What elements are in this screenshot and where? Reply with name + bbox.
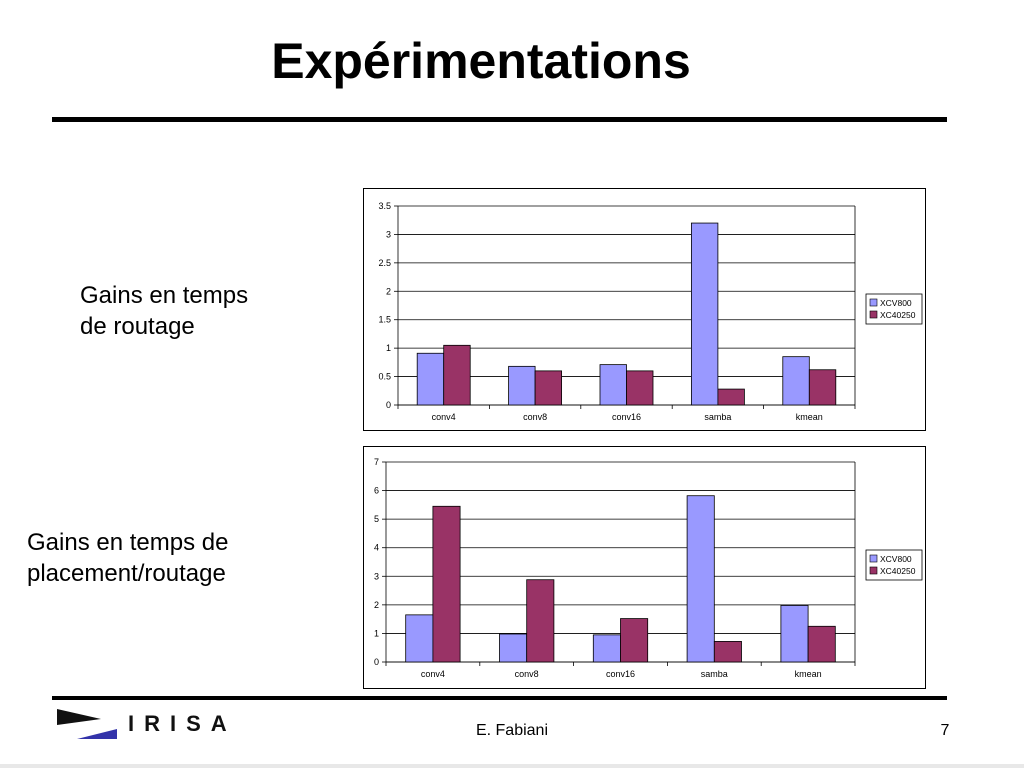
bar-series1-conv4: [405, 614, 434, 663]
footer-strip: [0, 764, 1024, 768]
irisa-logo-icon: [57, 709, 117, 739]
chart-placement-routage: 0 1 2 3 4 5 6 7 conv4 conv8 conv16 samba kmean XCV800…: [363, 446, 926, 689]
bar-series1-conv8: [508, 365, 536, 406]
y-tick-label: 0: [374, 657, 379, 667]
bar-series1-conv16: [592, 634, 621, 663]
label-placement-routage: Gains en temps de placement/routage: [27, 529, 229, 587]
bar-series2-kmean: [807, 625, 836, 663]
legend-label-1: XCV800: [880, 298, 912, 308]
bar-series2-conv4: [443, 344, 471, 406]
y-tick-label: 4: [374, 543, 379, 553]
legend-label-2: XC40250: [880, 310, 916, 320]
bar-series2-conv16: [620, 618, 649, 663]
y-tick-label: 6: [374, 486, 379, 496]
y-tick-label: 3: [374, 571, 379, 581]
bar-series1-kmean: [780, 605, 809, 663]
x-tick-label: conv16: [606, 669, 635, 679]
bar-series2-samba: [713, 641, 742, 663]
y-tick-label: 1.5: [378, 315, 391, 325]
x-tick-label: conv8: [515, 669, 539, 679]
bar-series1-samba: [690, 222, 719, 406]
slide-title: Expérimentations: [271, 33, 691, 89]
page-number: 7: [940, 722, 950, 739]
author: E. Fabiani: [475, 722, 549, 739]
y-tick-label: 2: [386, 286, 391, 296]
y-tick-label: 0: [386, 400, 391, 410]
x-tick-label: samba: [704, 412, 731, 422]
bar-series2-conv4: [432, 505, 461, 663]
x-tick-label: conv4: [421, 669, 445, 679]
x-tick-label: samba: [701, 669, 728, 679]
y-tick-label: 3.5: [378, 201, 391, 211]
y-tick-label: 2: [374, 600, 379, 610]
y-tick-label: 7: [374, 457, 379, 467]
legend-swatch-1: [869, 554, 878, 563]
footer-divider: [52, 696, 947, 700]
x-tick-label: conv8: [523, 412, 547, 422]
label-routage: Gains en temps de routage: [80, 282, 249, 340]
chart-placement-routage-svg: 0 1 2 3 4 5 6 7 conv4 conv8 conv16 samba kmean XCV800…: [374, 457, 923, 679]
bar-series1-kmean: [782, 356, 810, 406]
title-divider: [52, 117, 947, 122]
logo-text: IRISA: [128, 711, 237, 736]
x-tick-label: kmean: [796, 412, 823, 422]
x-tick-label: conv4: [432, 412, 456, 422]
y-tick-label: 1: [374, 628, 379, 638]
y-tick-label: 2.5: [378, 258, 391, 268]
bar-series2-samba: [717, 388, 745, 406]
x-tick-label: conv16: [612, 412, 641, 422]
bar-series1-conv8: [499, 633, 528, 663]
legend-label-1: XCV800: [880, 554, 912, 564]
y-tick-label: 1: [386, 343, 391, 353]
bar-series1-conv16: [599, 364, 627, 406]
bar-series2-conv8: [534, 370, 563, 406]
bar-series2-conv16: [626, 370, 654, 406]
bar-series1-conv4: [416, 352, 445, 406]
x-tick-label: kmean: [795, 669, 822, 679]
legend-label-2: XC40250: [880, 566, 916, 576]
y-tick-label: 3: [386, 229, 391, 239]
bar-series2-kmean: [808, 369, 837, 406]
bar-series2-conv8: [526, 579, 555, 663]
legend-swatch-2: [869, 310, 878, 319]
y-tick-label: 5: [374, 514, 379, 524]
legend-swatch-2: [869, 566, 878, 575]
chart-routage: 0 0.5 1 1.5 2 2.5 3 3.5 conv4 conv8 conv16 samba kme…: [363, 188, 926, 431]
legend-swatch-1: [869, 298, 878, 307]
y-tick-label: 0.5: [378, 372, 391, 382]
chart-routage-svg: 0 0.5 1 1.5 2 2.5 3 3.5 conv4 conv8 conv16 samba kme…: [378, 201, 923, 422]
bar-series1-samba: [686, 495, 715, 663]
